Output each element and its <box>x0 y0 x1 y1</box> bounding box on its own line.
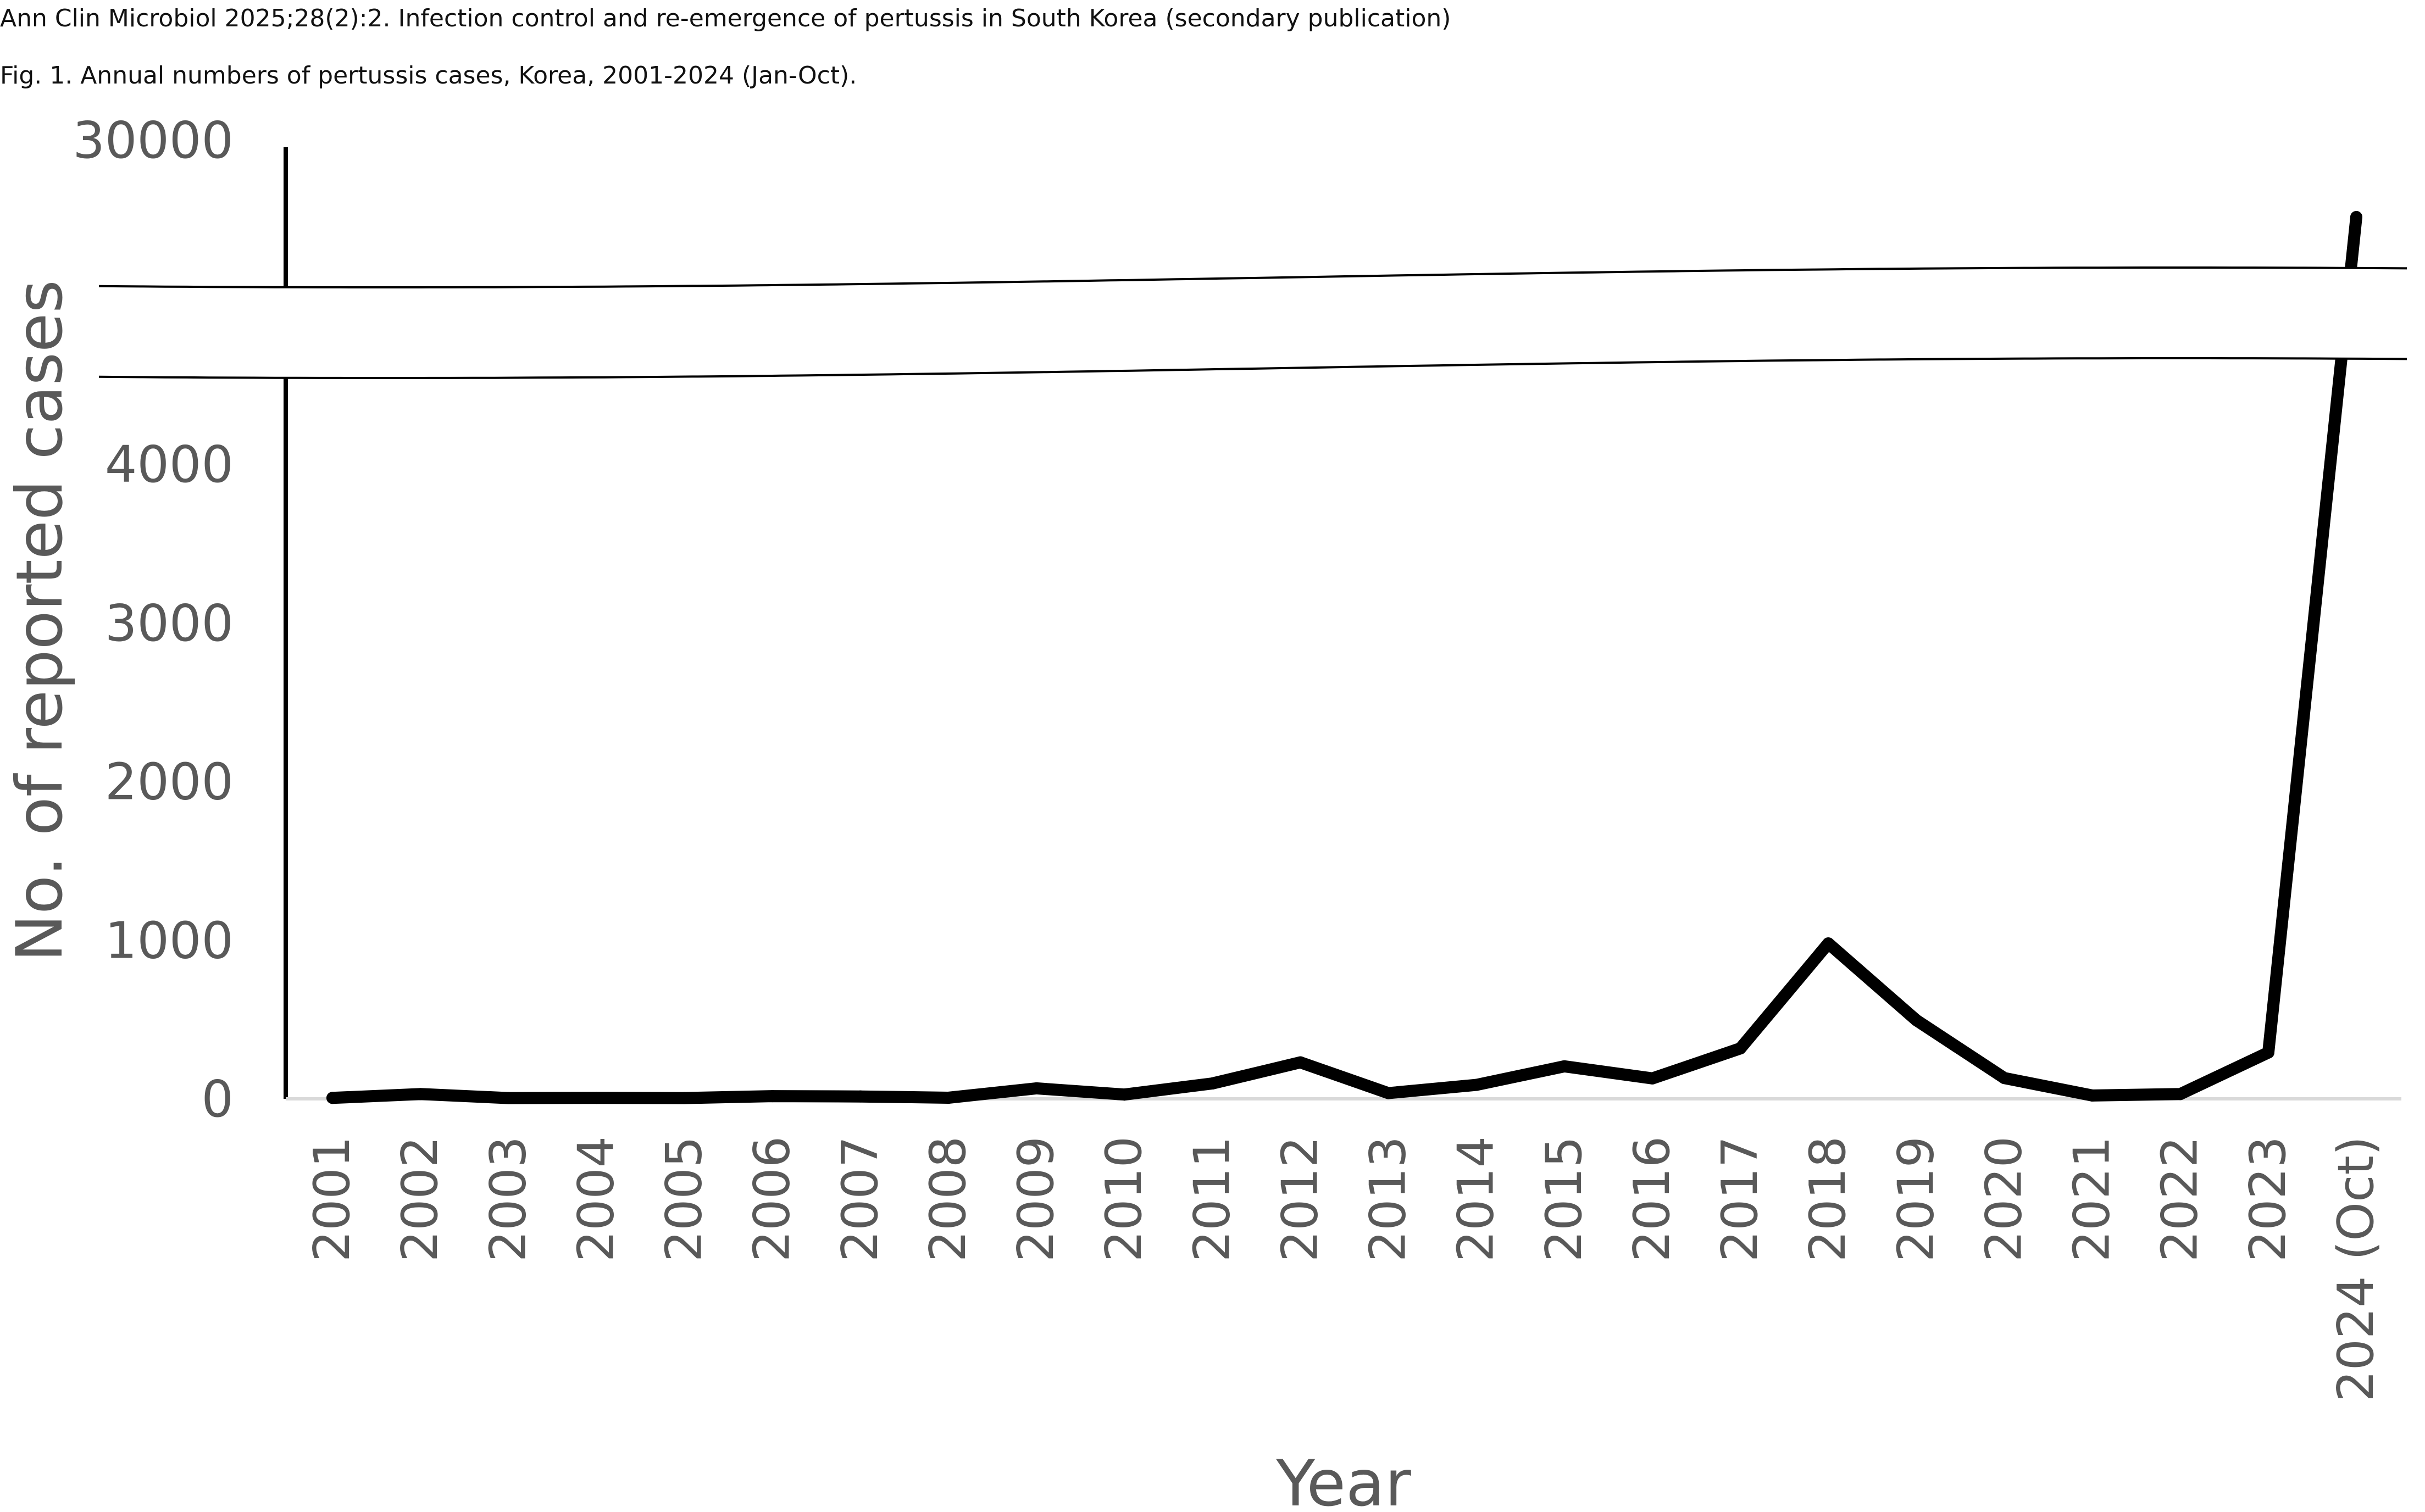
x-tick-label: 2020 <box>1975 1136 2033 1262</box>
y-tick-label: 3000 <box>105 594 234 653</box>
x-tick-label: 2004 <box>567 1136 625 1262</box>
x-tick-label: 2009 <box>1007 1136 1065 1262</box>
data-point <box>1294 1056 1307 1069</box>
figure-caption: Fig. 1. Annual numbers of pertussis case… <box>0 62 857 90</box>
x-tick-label: 2002 <box>391 1136 449 1262</box>
axis-break-bottom-line <box>98 357 2407 379</box>
citation-line: Ann Clin Microbiol 2025;28(2):2. Infecti… <box>0 4 1451 32</box>
data-point <box>502 1092 515 1104</box>
x-tick-label: 2022 <box>2151 1136 2209 1262</box>
data-point <box>1206 1077 1219 1089</box>
y-axis-ticks: 0 1000 2000 3000 4000 30000 <box>73 111 234 1129</box>
data-point <box>678 1092 691 1104</box>
x-tick-label: 2023 <box>2239 1136 2297 1262</box>
x-tick-label: 2024 (Oct) <box>2327 1136 2385 1402</box>
x-tick-label: 2015 <box>1535 1136 1593 1262</box>
data-point <box>1646 1072 1658 1085</box>
x-tick-label: 2007 <box>831 1136 889 1262</box>
data-point <box>1910 1014 1923 1026</box>
data-point <box>590 1092 603 1104</box>
data-point <box>2350 211 2362 223</box>
axis-break-fill <box>99 268 2425 378</box>
x-tick-label: 2021 <box>2063 1136 2121 1262</box>
y-axis-label: No. of reported cases <box>3 280 77 961</box>
x-tick-label: 2019 <box>1887 1136 1945 1262</box>
x-tick-label: 2014 <box>1447 1136 1505 1262</box>
x-tick-label: 2003 <box>479 1136 537 1262</box>
y-tick-label: 2000 <box>105 753 234 811</box>
data-point <box>1822 937 1835 950</box>
y-tick-label: 1000 <box>105 911 234 970</box>
data-point <box>942 1091 955 1104</box>
x-axis-ticks: 2001 2002 2003 2004 2005 2006 2007 2008 2009 2010… <box>303 1136 2385 1402</box>
data-point <box>1382 1087 1395 1099</box>
data-point <box>1030 1082 1043 1094</box>
y-tick-label: 4000 <box>105 435 234 494</box>
x-tick-label: 2001 <box>303 1136 361 1262</box>
x-tick-label: 2012 <box>1271 1136 1329 1262</box>
x-tick-label: 2008 <box>919 1136 977 1262</box>
series-layer <box>326 211 2362 1104</box>
data-point <box>2262 1046 2274 1059</box>
data-point <box>2174 1088 2187 1100</box>
axis-break-top-line <box>98 266 2407 288</box>
x-tick-label: 2010 <box>1095 1136 1153 1262</box>
y-tick-label: 0 <box>201 1070 234 1129</box>
axis-break-band <box>98 266 2425 379</box>
data-point <box>1558 1060 1571 1072</box>
series-line <box>326 211 2362 1104</box>
data-point <box>1118 1088 1131 1101</box>
data-point <box>326 1092 338 1104</box>
data-point <box>414 1088 427 1100</box>
y-tick-label: 30000 <box>73 111 234 170</box>
data-point <box>1734 1042 1747 1055</box>
data-point <box>766 1090 779 1103</box>
x-tick-label: 2013 <box>1359 1136 1417 1262</box>
x-tick-label: 2006 <box>743 1136 801 1262</box>
x-axis-label: Year <box>1275 1447 1411 1512</box>
x-tick-label: 2017 <box>1711 1136 1769 1262</box>
data-point <box>854 1090 867 1103</box>
data-point <box>1470 1079 1483 1091</box>
x-tick-label: 2005 <box>656 1136 713 1262</box>
data-point <box>1998 1072 2011 1085</box>
data-point <box>2086 1089 2099 1102</box>
x-tick-label: 2016 <box>1623 1136 1681 1262</box>
x-tick-label: 2018 <box>1799 1136 1857 1262</box>
x-tick-label: 2011 <box>1183 1136 1241 1262</box>
